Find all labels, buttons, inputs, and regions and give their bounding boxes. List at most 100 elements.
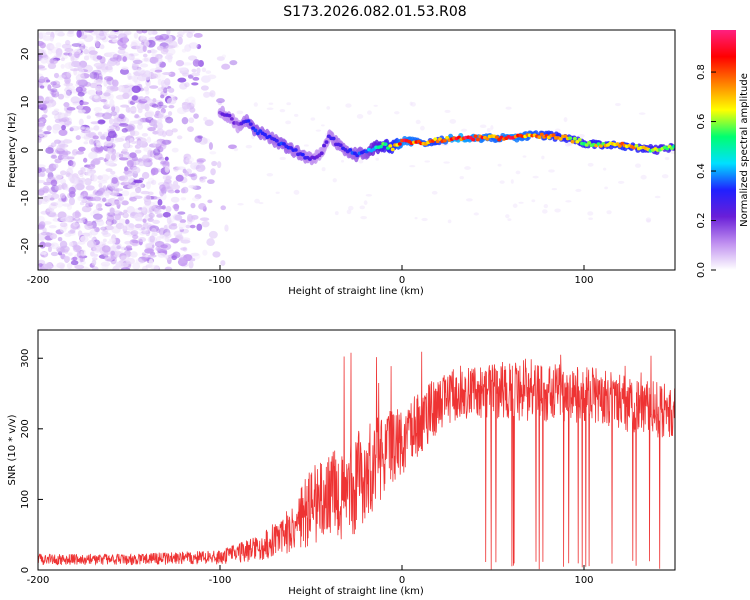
noise-blob: [60, 178, 66, 185]
noise-blob: [101, 197, 107, 202]
ridge-core: [539, 132, 544, 137]
noise-blob: [109, 85, 119, 92]
ridge-core: [397, 142, 402, 146]
noise-blob: [68, 230, 76, 234]
noise-blob: [42, 221, 52, 225]
noise-blob: [76, 30, 82, 38]
noise-blob: [46, 125, 52, 132]
noise-blob: [172, 251, 181, 259]
noise-blob: [69, 127, 74, 132]
noise-blob: [102, 112, 112, 120]
noise-blob: [105, 198, 113, 206]
noise-blob: [507, 218, 512, 222]
noise-blob: [646, 219, 651, 223]
noise-blob: [326, 106, 331, 110]
noise-blob: [39, 171, 46, 178]
noise-blob: [93, 245, 102, 253]
noise-blob: [51, 185, 59, 193]
noise-blob: [40, 251, 47, 255]
ridge-core: [262, 132, 267, 137]
noise-blob: [163, 232, 172, 239]
noise-blob: [115, 261, 122, 270]
noise-blob: [505, 214, 510, 219]
noise-blob: [92, 135, 99, 140]
noise-blob: [134, 223, 143, 229]
noise-blob: [543, 204, 549, 209]
noise-blob: [253, 102, 258, 107]
noise-blob: [118, 157, 129, 161]
noise-blob: [129, 120, 138, 125]
noise-blob: [85, 127, 95, 131]
noise-blob: [50, 242, 59, 250]
noise-blob: [83, 48, 90, 55]
noise-blob: [181, 117, 189, 125]
noise-blob: [87, 89, 97, 95]
noise-blob: [205, 70, 212, 74]
noise-blob: [150, 265, 160, 270]
noise-blob: [71, 43, 82, 47]
noise-blob: [77, 195, 84, 202]
noise-blob: [138, 236, 147, 243]
noise-blob: [109, 238, 115, 242]
noise-blob: [173, 166, 179, 172]
noise-blob: [70, 260, 79, 266]
snr-frame: [37, 329, 676, 571]
noise-blob: [142, 45, 147, 53]
noise-blob: [167, 87, 175, 93]
colorbar-tick-label: 0.4: [696, 163, 707, 179]
noise-blob: [285, 120, 292, 125]
noise-blob: [98, 182, 103, 188]
noise-blob: [167, 111, 173, 116]
ridge-core: [229, 117, 234, 121]
noise-blob: [54, 113, 61, 121]
noise-blob: [171, 128, 178, 133]
noise-blob: [137, 140, 143, 148]
noise-blob: [48, 204, 58, 210]
noise-blob: [148, 85, 159, 89]
noise-blob: [88, 151, 98, 160]
noise-blob: [156, 213, 164, 218]
noise-blob: [178, 67, 188, 71]
noise-blob: [522, 155, 527, 158]
noise-blob: [124, 240, 133, 245]
noise-blob: [38, 263, 43, 267]
noise-blob: [548, 169, 555, 173]
noise-blob: [180, 197, 187, 201]
noise-blob: [363, 200, 368, 205]
ridge-core: [281, 142, 286, 146]
noise-blob: [115, 126, 121, 132]
noise-blob: [587, 162, 594, 167]
noise-blob: [92, 69, 102, 76]
noise-blob: [203, 116, 208, 122]
noise-blob: [132, 58, 141, 64]
noise-blob: [63, 82, 74, 87]
noise-blob: [114, 199, 120, 205]
noise-blob: [38, 32, 47, 37]
noise-blob: [57, 93, 65, 100]
noise-blob: [149, 201, 156, 209]
noise-blob: [43, 262, 53, 269]
noise-blob: [45, 167, 54, 174]
noise-blob: [196, 67, 201, 74]
noise-blob: [120, 255, 129, 261]
noise-blob: [120, 104, 130, 108]
noise-blob: [198, 202, 207, 210]
ridge-core: [568, 136, 573, 140]
colorbar: 0.0 0.2 0.4 0.6 0.8 Normalized spectral ampl…: [696, 30, 750, 278]
noise-blob: [127, 184, 136, 189]
noise-blob: [134, 140, 144, 145]
noise-blob: [39, 85, 45, 89]
noise-blob: [104, 225, 114, 231]
noise-blob: [128, 75, 133, 80]
noise-blob: [97, 131, 103, 136]
noise-blob: [189, 224, 196, 229]
noise-blob: [203, 138, 211, 144]
noise-blob: [221, 63, 231, 70]
noise-blob: [136, 66, 142, 71]
noise-blob: [95, 40, 100, 48]
noise-blob: [91, 174, 98, 182]
noise-blob: [310, 117, 316, 121]
noise-blob: [70, 160, 76, 168]
noise-blob: [121, 190, 130, 197]
noise-blob: [345, 103, 352, 108]
